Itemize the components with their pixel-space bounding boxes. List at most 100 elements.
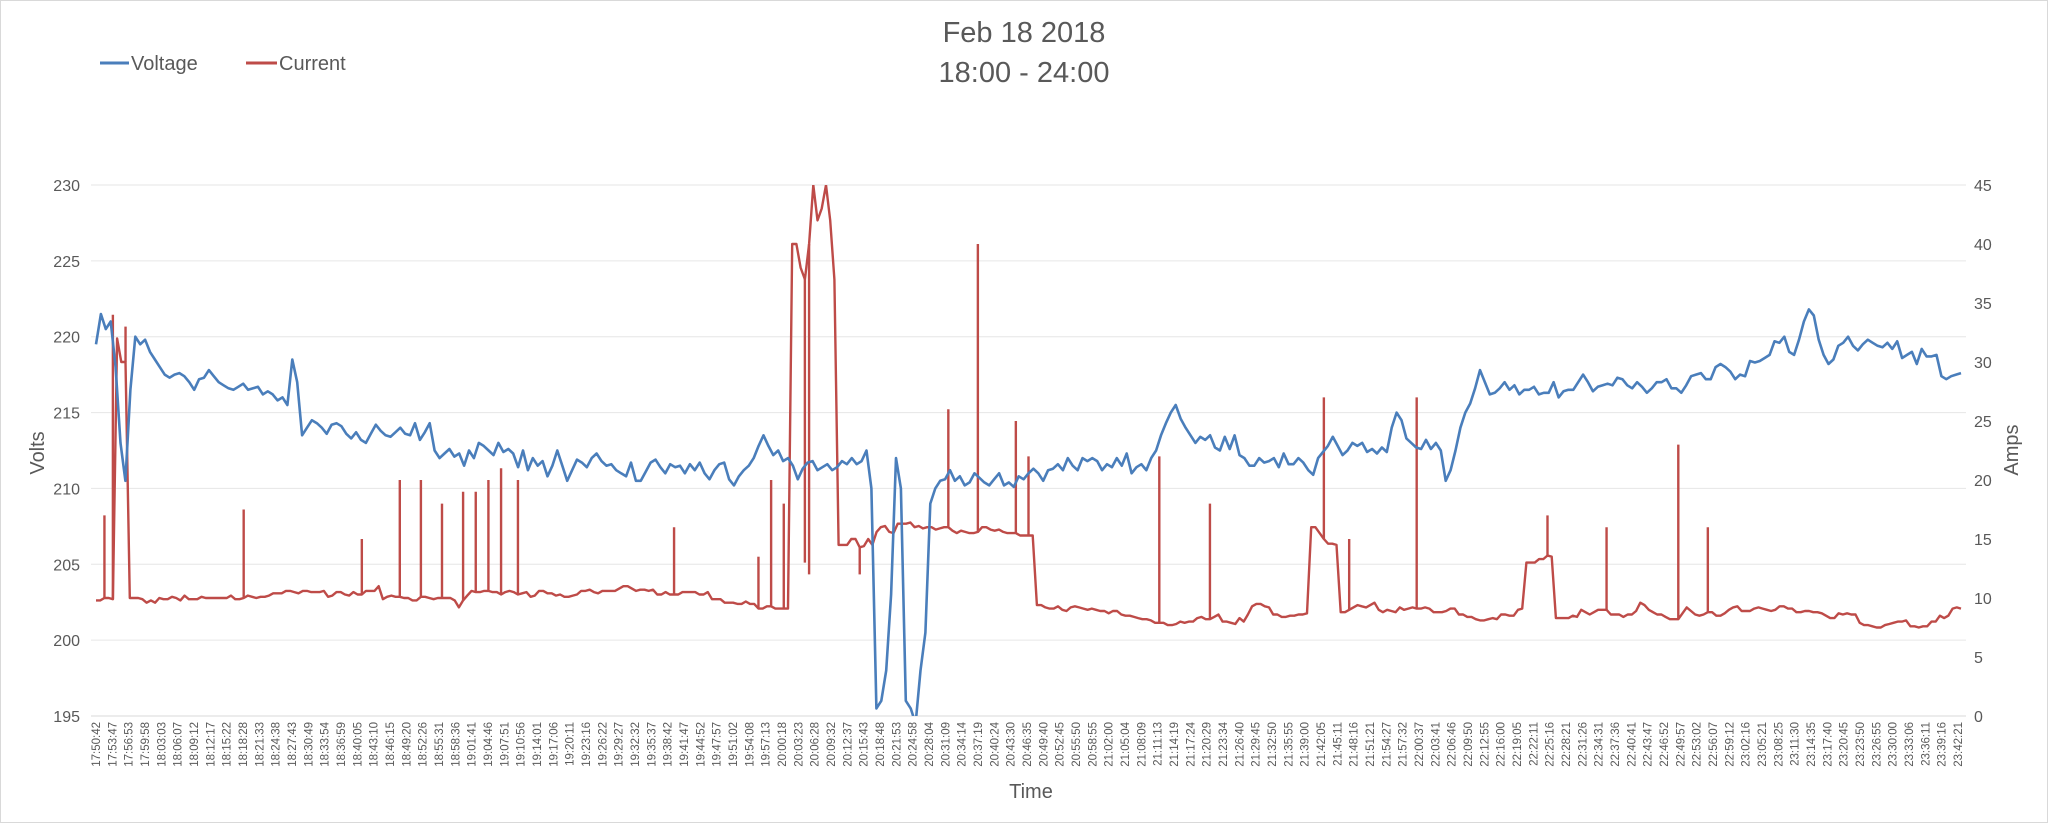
x-tick-label: 18:27:43 <box>287 722 299 767</box>
chart-title-line-2: 18:00 - 24:00 <box>939 57 1110 89</box>
x-tick-label: 18:43:10 <box>369 722 381 767</box>
x-tick-label: 23:17:40 <box>1822 722 1834 767</box>
x-tick-label: 19:29:27 <box>614 722 626 767</box>
x-tick-label: 20:18:48 <box>875 722 887 767</box>
x-tick-label: 22:03:41 <box>1430 722 1442 767</box>
y-right-tick-label: 30 <box>1974 355 1992 372</box>
x-tick-label: 19:44:52 <box>695 722 707 767</box>
x-tick-label: 20:37:19 <box>973 722 985 767</box>
x-tick-label: 21:54:27 <box>1381 722 1393 767</box>
x-tick-label: 20:00:18 <box>777 722 789 767</box>
x-tick-label: 18:55:31 <box>434 722 446 767</box>
x-tick-label: 19:38:42 <box>663 722 675 767</box>
x-tick-label: 20:58:55 <box>1087 722 1099 767</box>
x-tick-label: 20:52:45 <box>1055 722 1067 767</box>
x-tick-label: 20:43:30 <box>1006 722 1018 767</box>
x-tick-label: 21:57:32 <box>1398 722 1410 767</box>
x-tick-label: 22:37:36 <box>1610 722 1622 767</box>
x-tick-label: 22:43:47 <box>1643 722 1655 767</box>
x-tick-label: 18:49:20 <box>401 722 413 767</box>
y-axis-right-ticks: 0 5 10 15 20 25 30 35 40 45 <box>1974 178 1992 726</box>
x-tick-label: 22:06:46 <box>1447 722 1459 767</box>
x-tick-label: 23:36:11 <box>1920 722 1932 766</box>
x-tick-label: 19:14:01 <box>532 722 544 767</box>
legend-voltage-label: Voltage <box>131 53 198 75</box>
x-tick-label: 22:53:02 <box>1692 722 1704 767</box>
x-tick-label: 21:35:55 <box>1283 722 1295 767</box>
x-tick-label: 19:17:06 <box>548 722 560 767</box>
x-tick-label: 23:11:30 <box>1790 722 1802 766</box>
x-tick-label: 20:09:32 <box>826 722 838 767</box>
x-tick-label: 21:42:05 <box>1316 722 1328 767</box>
x-tick-label: 22:28:21 <box>1561 722 1573 767</box>
y-right-tick-label: 10 <box>1974 591 1992 608</box>
x-tick-label: 20:34:14 <box>957 721 969 766</box>
x-tick-label: 23:30:00 <box>1888 722 1900 767</box>
x-tick-label: 18:30:49 <box>303 722 315 767</box>
x-tick-label: 18:52:26 <box>418 722 430 767</box>
x-tick-label: 23:23:50 <box>1855 722 1867 767</box>
x-tick-label: 22:40:41 <box>1626 722 1638 767</box>
x-tick-label: 20:55:50 <box>1071 722 1083 767</box>
y-left-tick-label: 215 <box>53 406 80 423</box>
x-tick-label: 18:12:17 <box>205 722 217 767</box>
x-tick-label: 23:14:35 <box>1806 722 1818 767</box>
x-tick-label: 19:35:37 <box>646 722 658 767</box>
y-left-tick-label: 210 <box>53 481 80 498</box>
x-tick-label: 18:36:59 <box>336 722 348 767</box>
x-tick-label: 22:09:50 <box>1463 722 1475 767</box>
x-tick-label: 19:10:56 <box>516 722 528 767</box>
series-voltage-line <box>94 308 1962 716</box>
y-right-tick-label: 5 <box>1974 650 1983 667</box>
y-left-tick-label: 195 <box>53 709 80 726</box>
y-right-tick-label: 15 <box>1974 532 1992 549</box>
x-tick-label: 20:40:24 <box>989 721 1001 766</box>
x-tick-label: 21:14:19 <box>1169 722 1181 767</box>
x-axis-ticks: 17:50:42 17:53:47 17:56:53 17:59:58 18:03:03… <box>91 721 1965 766</box>
x-tick-label: 19:23:16 <box>581 722 593 767</box>
x-tick-label: 18:18:28 <box>238 722 250 767</box>
gridlines <box>91 184 1966 717</box>
x-tick-label: 18:46:15 <box>385 722 397 767</box>
x-tick-label: 20:24:58 <box>908 722 920 767</box>
x-tick-label: 21:11:13 <box>1153 722 1165 766</box>
x-tick-label: 23:39:16 <box>1937 722 1949 767</box>
series <box>94 185 1962 716</box>
y-right-tick-label: 20 <box>1974 473 1992 490</box>
series-current-line <box>96 185 1962 629</box>
x-tick-label: 19:47:57 <box>712 722 724 767</box>
y-left-tick-label: 230 <box>53 178 80 195</box>
x-tick-label: 21:51:21 <box>1365 722 1377 767</box>
x-tick-label: 21:02:00 <box>1104 722 1116 767</box>
x-tick-label: 18:21:33 <box>254 722 266 767</box>
x-tick-label: 18:33:54 <box>320 721 332 766</box>
x-tick-label: 21:26:40 <box>1234 722 1246 767</box>
y-right-tick-label: 45 <box>1974 178 1992 195</box>
x-tick-label: 18:40:05 <box>352 722 364 767</box>
x-tick-label: 22:12:55 <box>1479 722 1491 767</box>
y-axis-right-title: Amps <box>2001 424 2023 475</box>
y-left-tick-label: 200 <box>53 633 80 650</box>
x-tick-label: 20:49:40 <box>1038 722 1050 767</box>
x-tick-label: 23:26:55 <box>1871 722 1883 767</box>
chart-title-line-1: Feb 18 2018 <box>943 17 1106 49</box>
x-tick-label: 22:25:16 <box>1545 722 1557 767</box>
x-tick-label: 19:26:22 <box>597 722 609 767</box>
y-left-tick-label: 220 <box>53 330 80 347</box>
x-tick-label: 19:01:41 <box>467 722 479 767</box>
x-tick-label: 22:22:11 <box>1528 722 1540 766</box>
x-tick-label: 21:29:45 <box>1251 722 1263 767</box>
x-tick-label: 20:06:28 <box>810 722 822 767</box>
x-tick-label: 22:16:00 <box>1496 722 1508 767</box>
x-tick-label: 19:07:51 <box>499 722 511 767</box>
x-tick-label: 21:08:09 <box>1136 722 1148 767</box>
x-tick-label: 18:58:36 <box>450 722 462 767</box>
legend: Voltage Current <box>100 53 346 75</box>
legend-current-label: Current <box>279 53 346 75</box>
x-tick-label: 20:15:43 <box>859 722 871 767</box>
y-axis-left-title: Volts <box>27 431 49 474</box>
y-right-tick-label: 25 <box>1974 414 1992 431</box>
x-axis-title: Time <box>1009 781 1053 803</box>
y-right-tick-label: 35 <box>1974 296 1992 313</box>
